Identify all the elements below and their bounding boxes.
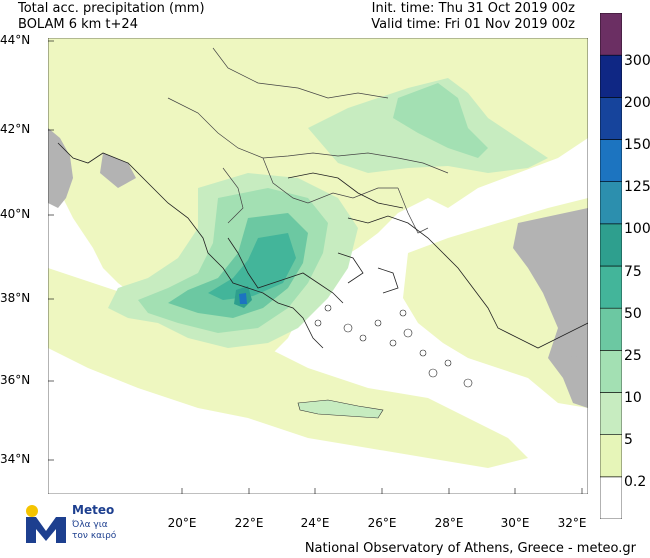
turkey-coast-grey: [513, 208, 588, 408]
legend-box-3: [600, 350, 622, 393]
italy-heel-grey: [100, 153, 136, 188]
cyprus-grey: [568, 338, 588, 358]
legend-label-0.2: 0.2: [624, 474, 647, 490]
meteo-logo: [26, 505, 66, 543]
lon-label-20: 20°E: [167, 516, 197, 530]
init-time: Init. time: Thu 31 Oct 2019 00z: [371, 1, 575, 16]
lon-label-22: 22°E: [234, 516, 264, 530]
legend-box-0: [600, 476, 622, 519]
legend-label-25: 25: [624, 348, 642, 364]
color-legend: [600, 13, 622, 519]
lon-label-26: 26°E: [367, 516, 397, 530]
legend-box-4: [600, 307, 622, 351]
coastlines: [57, 142, 588, 349]
m-mark-icon: [26, 517, 66, 543]
legend-label-75: 75: [624, 264, 642, 280]
legend-box-10: [600, 54, 622, 98]
lat-label-36: 36°N: [0, 373, 31, 387]
country-borders: [167, 47, 449, 234]
band-150mm: [239, 293, 247, 304]
legend-label-300: 300: [624, 53, 650, 69]
legend-box-8: [600, 139, 622, 182]
lat-label-42: 42°N: [0, 122, 31, 136]
sun-icon: [26, 505, 38, 517]
chart-title: Total acc. precipitation (mm): [18, 1, 205, 16]
precipitation-map: [48, 38, 588, 494]
legend-box-9: [600, 97, 622, 140]
legend-label-125: 125: [624, 179, 650, 195]
legend-box-6: [600, 223, 622, 267]
footer-credit: National Observatory of Athens, Greece -…: [304, 541, 636, 556]
lat-label-34: 34°N: [0, 452, 31, 466]
islands: [314, 304, 473, 388]
logo-brand: Meteo: [72, 503, 115, 517]
lon-label-24: 24°E: [300, 516, 330, 530]
band-25mm-bulgaria: [393, 83, 488, 158]
graticule: [48, 38, 588, 494]
legend-box-5: [600, 265, 622, 309]
legend-label-5: 5: [624, 432, 633, 448]
legend-label-200: 200: [624, 95, 650, 111]
lat-label-40: 40°N: [0, 207, 31, 221]
legend-box-7: [600, 181, 622, 225]
legend-label-10: 10: [624, 390, 642, 406]
model-label: BOLAM 6 km t+24: [18, 17, 138, 32]
logo-subtitle-line1: Όλα για: [72, 520, 108, 530]
legend-box-2: [600, 392, 622, 435]
italy-grey: [48, 128, 73, 208]
legend-label-100: 100: [624, 221, 650, 237]
legend-box-11: [600, 13, 622, 56]
crete-land: [297, 399, 384, 419]
legend-box-1: [600, 434, 622, 478]
legend-label-50: 50: [624, 306, 642, 322]
lon-label-32: 32°E: [557, 516, 587, 530]
legend-label-150: 150: [624, 137, 650, 153]
lat-label-44: 44°N: [0, 33, 31, 47]
lon-label-28: 28°E: [434, 516, 464, 530]
logo-subtitle-line2: τον καιρό: [72, 531, 117, 541]
lon-label-30: 30°E: [500, 516, 530, 530]
band-75mm: [208, 233, 296, 300]
valid-time: Valid time: Fri 01 Nov 2019 00z: [371, 17, 575, 32]
lat-label-38: 38°N: [0, 291, 31, 305]
